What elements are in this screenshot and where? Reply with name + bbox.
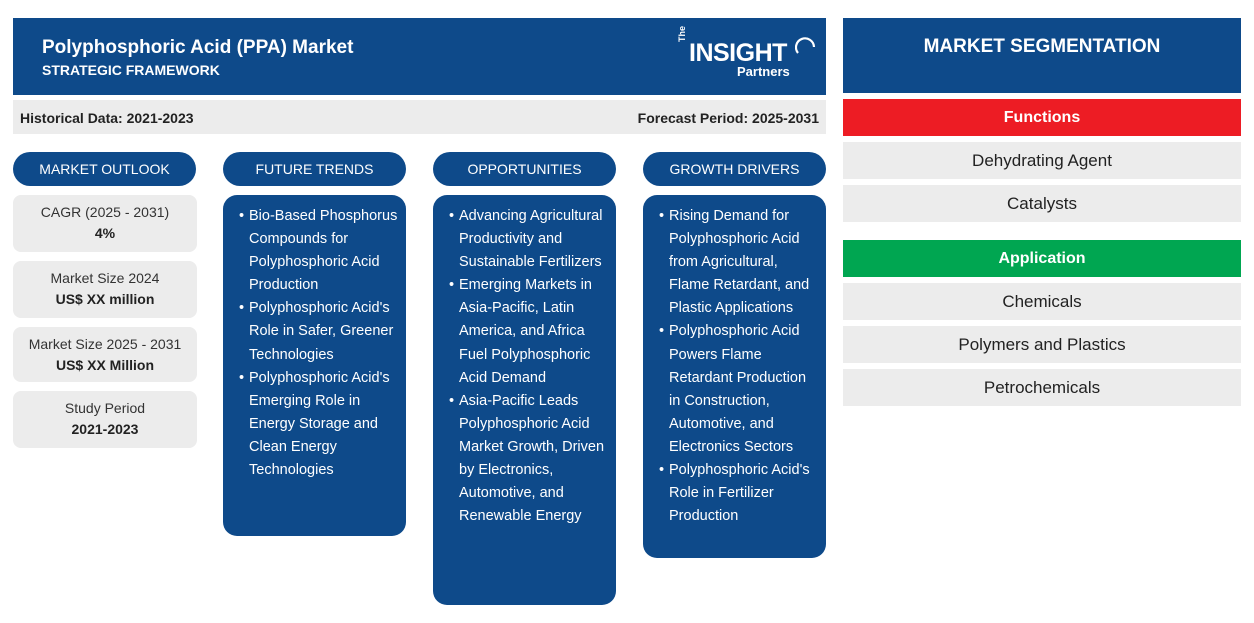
future-trends-panel: Bio-Based Phosphorus Compounds for Polyp… [223, 195, 406, 536]
segment-category-functions: Functions [843, 99, 1241, 136]
list-item: Rising Demand for Polyphosphoric Acid fr… [659, 205, 818, 320]
page-title: Polyphosphoric Acid (PPA) Market [42, 37, 354, 58]
stat-value: US$ XX million [55, 291, 155, 307]
list-item: Emerging Markets in Asia-Pacific, Latin … [449, 274, 608, 389]
segment-item-chemicals: Chemicals [843, 283, 1241, 320]
stat-market-size-2024: Market Size 2024 US$ XX million [13, 261, 197, 318]
opportunities-list: Advancing Agricultural Productivity and … [433, 195, 616, 528]
forecast-period: Forecast Period: 2025-2031 [637, 110, 819, 126]
market-segmentation-title: MARKET SEGMENTATION [843, 18, 1241, 93]
logo-insight: INSIGHT [689, 39, 787, 67]
stat-study-period: Study Period 2021-2023 [13, 391, 197, 448]
growth-drivers-heading: GROWTH DRIVERS [643, 152, 826, 186]
growth-drivers-list: Rising Demand for Polyphosphoric Acid fr… [643, 195, 826, 528]
opportunities-panel: Advancing Agricultural Productivity and … [433, 195, 616, 605]
future-trends-heading: FUTURE TRENDS [223, 152, 406, 186]
segment-item-catalysts: Catalysts [843, 185, 1241, 222]
opportunities-heading: OPPORTUNITIES [433, 152, 616, 186]
stat-cagr: CAGR (2025 - 2031) 4% [13, 195, 197, 252]
period-bar: Historical Data: 2021-2023 Forecast Peri… [13, 100, 826, 134]
stat-label: Study Period [64, 400, 146, 416]
stat-value: 2021-2023 [71, 421, 139, 437]
list-item: Polyphosphoric Acid's Role in Fertilizer… [659, 459, 818, 528]
page-subtitle: STRATEGIC FRAMEWORK [42, 62, 220, 78]
historical-period: Historical Data: 2021-2023 [20, 110, 194, 126]
market-outlook-heading: MARKET OUTLOOK [13, 152, 196, 186]
header-banner: Polyphosphoric Acid (PPA) Market STRATEG… [13, 18, 826, 95]
list-item: Advancing Agricultural Productivity and … [449, 205, 608, 274]
logo-partners: Partners [737, 64, 790, 79]
segment-item-petrochemicals: Petrochemicals [843, 369, 1241, 406]
stat-value: US$ XX Million [55, 357, 154, 373]
future-trends-list: Bio-Based Phosphorus Compounds for Polyp… [223, 195, 406, 482]
stat-label: Market Size 2025 - 2031 [28, 336, 182, 352]
segment-item-dehydrating-agent: Dehydrating Agent [843, 142, 1241, 179]
stat-value: 4% [94, 225, 116, 241]
list-item: Polyphosphoric Acid Powers Flame Retarda… [659, 320, 818, 459]
logo-the: The [677, 25, 687, 42]
list-item: Polyphosphoric Acid's Role in Safer, Gre… [239, 297, 398, 366]
segment-category-application: Application [843, 240, 1241, 277]
growth-drivers-panel: Rising Demand for Polyphosphoric Acid fr… [643, 195, 826, 558]
stat-label: CAGR (2025 - 2031) [40, 204, 170, 220]
list-item: Asia-Pacific Leads Polyphosphoric Acid M… [449, 390, 608, 529]
stat-market-size-forecast: Market Size 2025 - 2031 US$ XX Million [13, 327, 197, 382]
stat-label: Market Size 2024 [50, 270, 160, 286]
segment-item-polymers-and-plastics: Polymers and Plastics [843, 326, 1241, 363]
insight-partners-logo: The INSIGHT Partners [669, 26, 819, 81]
logo-swoosh-icon [795, 37, 816, 54]
list-item: Bio-Based Phosphorus Compounds for Polyp… [239, 205, 398, 297]
list-item: Polyphosphoric Acid's Emerging Role in E… [239, 367, 398, 482]
